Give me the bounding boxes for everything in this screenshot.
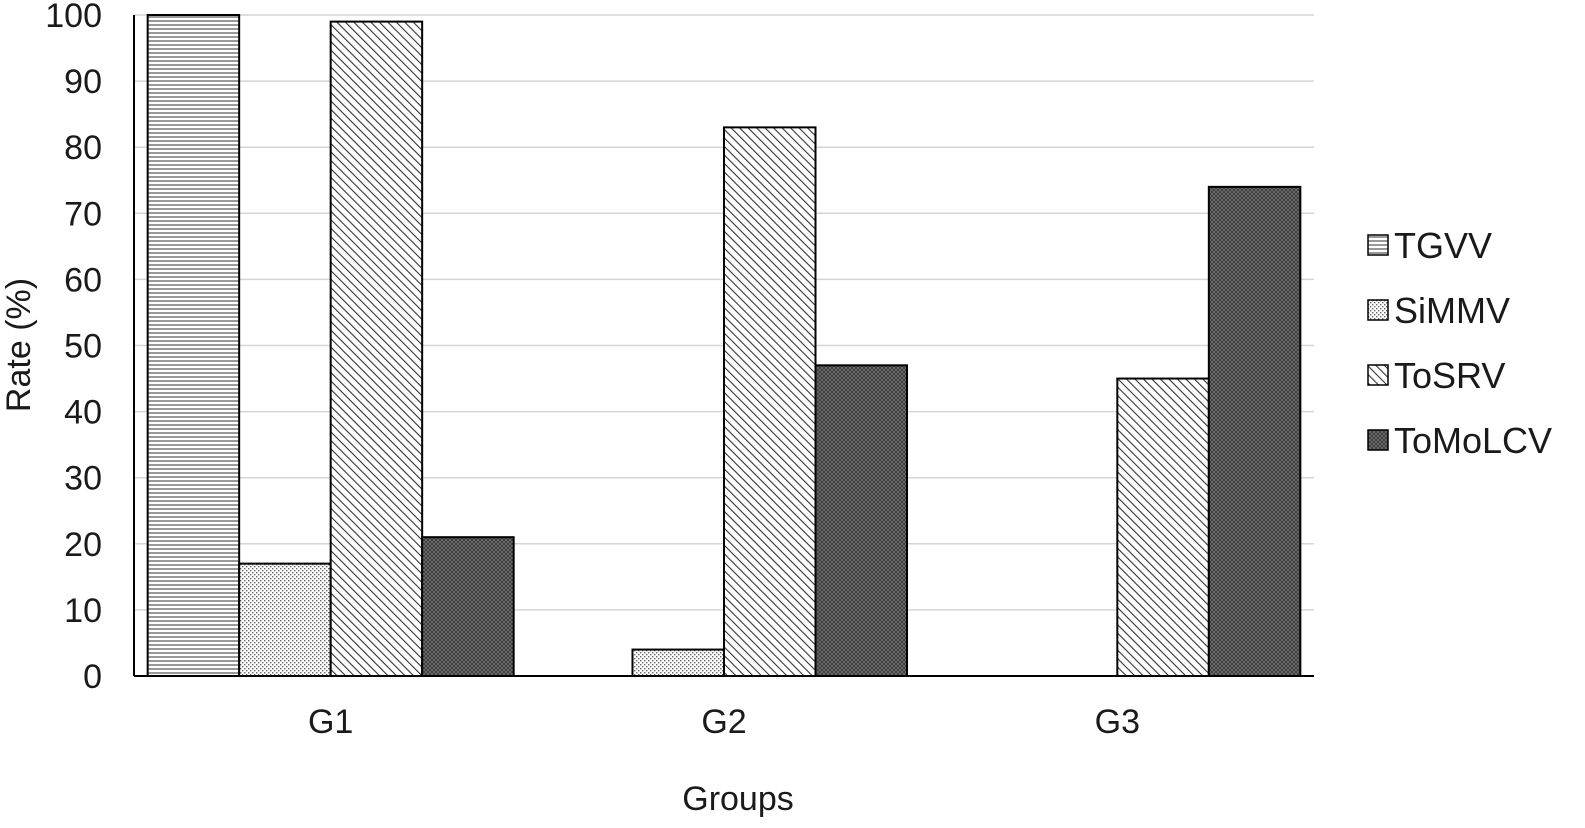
bar-g3-tomolcv (1207, 185, 1302, 678)
y-tick-label: 100 (45, 0, 102, 35)
bar-g1-simmv (238, 562, 332, 678)
legend: TGVV SiMMV ToSRV ToMoLCV (1367, 225, 1552, 461)
y-tick-labels: 0 10 20 30 40 50 60 70 80 90 100 (45, 0, 102, 696)
bar-g1-tgvv (146, 14, 241, 677)
y-tick-label: 40 (64, 394, 102, 432)
legend-swatch (1367, 364, 1389, 386)
y-tick-label: 20 (64, 526, 102, 564)
bar-g1-tosrv (329, 20, 424, 678)
legend-label: TGVV (1394, 225, 1492, 266)
legend-item-tosrv: ToSRV (1367, 355, 1505, 396)
y-tick-label: 90 (64, 63, 102, 101)
legend-label: SiMMV (1394, 290, 1510, 331)
legend-label: ToMoLCV (1394, 420, 1552, 461)
y-tick-label: 80 (64, 129, 102, 167)
y-tick-label: 50 (64, 328, 102, 366)
x-tick-label: G1 (308, 703, 353, 741)
legend-swatch (1367, 429, 1389, 451)
axes (133, 15, 1314, 677)
bar-g2-simmv (631, 648, 725, 677)
y-axis-title: Rate (%) (0, 278, 38, 412)
bar-g3-tosrv (1116, 377, 1210, 677)
x-axis-title: Groups (682, 780, 794, 818)
legend-swatch (1367, 299, 1389, 321)
x-tick-label: G3 (1095, 703, 1140, 741)
bar-g2-tosrv (723, 126, 817, 678)
legend-label: ToSRV (1394, 355, 1505, 396)
legend-item-tgvv: TGVV (1367, 225, 1492, 266)
y-tick-label: 60 (64, 261, 102, 299)
bar-g2-tomolcv (814, 364, 908, 677)
x-tick-labels: G1 G2 G3 (308, 703, 1140, 741)
y-tick-label: 30 (64, 460, 102, 498)
bar-g1-tomolcv (421, 536, 515, 677)
legend-item-tomolcv: ToMoLCV (1367, 420, 1552, 461)
legend-item-simmv: SiMMV (1367, 290, 1510, 331)
y-tick-label: 70 (64, 195, 102, 233)
y-tick-label: 0 (83, 658, 102, 696)
y-tick-label: 10 (64, 592, 102, 630)
legend-swatch (1367, 234, 1389, 256)
x-tick-label: G2 (701, 703, 746, 741)
